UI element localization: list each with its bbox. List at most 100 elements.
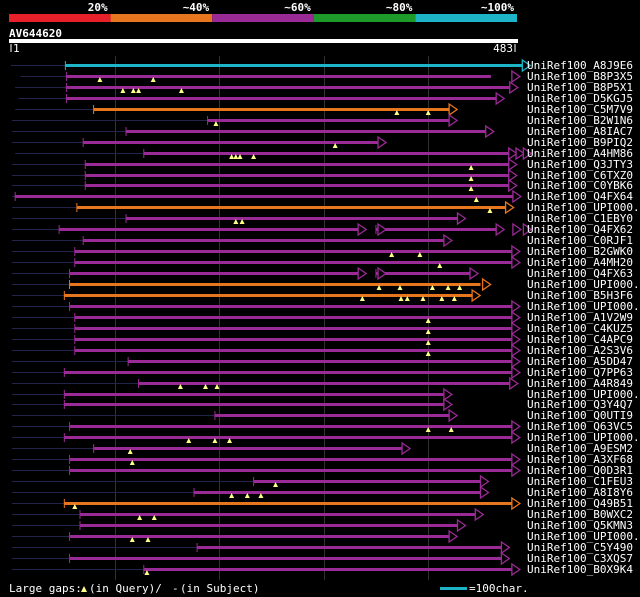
hit-name-label[interactable]: UniRef100_C1EBY0 xyxy=(527,212,633,225)
hit-row[interactable]: UniRef100_A4R849 xyxy=(12,376,633,391)
hit-row[interactable]: UniRef100_Q0UTI9 xyxy=(12,408,633,423)
hit-name-label[interactable]: UniRef100_A5DD47 xyxy=(527,355,633,368)
hit-name-label[interactable]: UniRef100_C4KUZ5 xyxy=(527,322,633,335)
hit-row[interactable]: UniRef100_Q63VC5 xyxy=(12,419,633,434)
hit-row[interactable]: UniRef100_C0RJF1 xyxy=(12,233,633,248)
hit-name-label[interactable]: UniRef100_A3XF68 xyxy=(527,453,633,466)
hit-name-label[interactable]: UniRef100_A8J9E6 xyxy=(527,59,633,72)
hit-row[interactable]: UniRef100_B2GWK0 xyxy=(12,244,633,259)
hit-name-label[interactable]: UniRef100_A1V2W9 xyxy=(527,311,633,324)
hit-name-label[interactable]: UniRef100_UPI000... xyxy=(527,431,640,444)
hit-row[interactable]: UniRef100_A1V2W9 xyxy=(12,310,633,325)
hit-row[interactable]: UniRef100_Q4FX63 xyxy=(12,266,633,281)
hit-name-label[interactable]: UniRef100_Q7PP63 xyxy=(527,366,633,379)
hit-row[interactable]: UniRef100_A8IAC7 xyxy=(12,124,633,139)
hit-row[interactable]: UniRef100_UPI000... xyxy=(12,529,640,544)
hit-row[interactable]: UniRef100_UPI000... xyxy=(12,387,640,402)
hit-row[interactable]: UniRef100_A2S3V6 xyxy=(12,343,633,358)
hit-name-label[interactable]: UniRef100_Q0UTI9 xyxy=(527,409,633,422)
hit-name-label[interactable]: UniRef100_UPI000... xyxy=(527,201,640,214)
hit-name-label[interactable]: UniRef100_B2W1N6 xyxy=(527,114,633,127)
hit-name-label[interactable]: UniRef100_B2GWK0 xyxy=(527,245,633,258)
hit-row[interactable]: UniRef100_A5DD47 xyxy=(12,354,633,369)
hit-name-label[interactable]: UniRef100_A4R849 xyxy=(527,377,633,390)
hit-row[interactable]: UniRef100_C0YBK6 xyxy=(12,178,633,193)
hit-row[interactable]: UniRef100_C1FEU3 xyxy=(12,474,633,489)
hit-name-label[interactable]: UniRef100_C6TXZ0 xyxy=(527,169,633,182)
hit-row[interactable]: UniRef100_B8P5X1 xyxy=(15,80,633,95)
hit-row[interactable]: UniRef100_C5Y490 xyxy=(12,540,633,555)
hit-row[interactable]: UniRef100_Q3JTY3 xyxy=(12,157,633,172)
scale-label-3: ~60% xyxy=(284,1,311,14)
hit-name-label[interactable]: UniRef100_C5Y490 xyxy=(527,541,633,554)
hit-name-label[interactable]: UniRef100_C0RJF1 xyxy=(527,234,633,247)
hit-name-label[interactable]: UniRef100_C0YBK6 xyxy=(527,179,633,192)
hit-name-label[interactable]: UniRef100_B5H3F6 xyxy=(527,289,633,302)
hit-row[interactable]: UniRef100_Q4FX64 xyxy=(12,189,633,204)
hit-row[interactable]: UniRef100_UPI000... xyxy=(12,430,640,445)
hit-row[interactable]: UniRef100_UPI000... xyxy=(12,277,640,292)
hit-name-label[interactable]: UniRef100_Q3Y4Q7 xyxy=(527,398,633,411)
hit-arrow-head xyxy=(511,463,522,478)
hit-name-label[interactable]: UniRef100_C5M7V9 xyxy=(527,103,633,116)
hit-row[interactable]: UniRef100_Q7PP63 xyxy=(12,365,633,380)
hit-name-label[interactable]: UniRef100_UPI000... xyxy=(527,300,640,313)
hit-name-label[interactable]: UniRef100_D5KGJ5 xyxy=(527,92,633,105)
hit-row[interactable]: UniRef100_B0X9K4 xyxy=(12,562,633,577)
hit-row[interactable]: UniRef100_B8P3X5 xyxy=(20,69,633,84)
hit-segment xyxy=(214,414,450,417)
hit-name-label[interactable]: UniRef100_B0WXC2 xyxy=(527,508,633,521)
hit-row[interactable]: UniRef100_C4APC9 xyxy=(12,332,633,347)
hit-row[interactable]: UniRef100_B0WXC2 xyxy=(12,507,633,522)
hit-row[interactable]: UniRef100_A3XF68 xyxy=(12,452,633,467)
hit-name-label[interactable]: UniRef100_A8I8Y6 xyxy=(527,486,633,499)
hit-row[interactable]: UniRef100_A8I8Y6 xyxy=(12,485,633,500)
hit-row[interactable]: UniRef100_C5M7V9 xyxy=(15,102,633,117)
hit-name-label[interactable]: UniRef100_C1FEU3 xyxy=(527,475,633,488)
hit-row[interactable]: UniRef100_A4HM86 xyxy=(15,146,633,161)
hit-name-label[interactable]: UniRef100_C3XQS7 xyxy=(527,552,633,565)
hit-name-label[interactable]: UniRef100_Q0D3R1 xyxy=(527,464,633,477)
hit-row[interactable]: UniRef100_D5KGJ5 xyxy=(18,91,633,106)
hit-row[interactable]: UniRef100_B9PIQ2 xyxy=(12,135,633,150)
hit-row[interactable]: UniRef100_A4MH20 xyxy=(12,255,633,270)
hit-row[interactable]: UniRef100_C1EBY0 xyxy=(12,211,633,226)
hit-row[interactable]: UniRef100_UPI000... xyxy=(12,299,640,314)
hit-arrow-head xyxy=(448,529,459,544)
hit-row[interactable]: UniRef100_Q5KMN3 xyxy=(12,518,633,533)
hit-name-label[interactable]: UniRef100_B8P5X1 xyxy=(527,81,633,94)
query-gap-marker xyxy=(457,285,463,290)
hit-name-label[interactable]: UniRef100_B9PIQ2 xyxy=(527,136,633,149)
hit-name-label[interactable]: UniRef100_A9ESM2 xyxy=(527,442,633,455)
hit-row[interactable]: UniRef100_UPI000... xyxy=(12,200,640,215)
hit-row[interactable]: UniRef100_C6TXZ0 xyxy=(12,168,633,183)
hit-name-label[interactable]: UniRef100_A8IAC7 xyxy=(527,125,633,138)
hit-row[interactable]: UniRef100_Q0D3R1 xyxy=(12,463,633,478)
hit-name-label[interactable]: UniRef100_B0X9K4 xyxy=(527,563,633,576)
hit-name-label[interactable]: UniRef100_Q4FX62 xyxy=(527,223,633,236)
hit-name-label[interactable]: UniRef100_UPI000... xyxy=(527,388,640,401)
hit-name-label[interactable]: UniRef100_Q5KMN3 xyxy=(527,519,633,532)
hit-row[interactable]: UniRef100_Q49B51 xyxy=(12,496,633,511)
hit-name-label[interactable]: UniRef100_UPI000... xyxy=(527,278,640,291)
hit-row[interactable]: UniRef100_Q3Y4Q7 xyxy=(12,397,633,412)
hit-row[interactable]: UniRef100_A9ESM2 xyxy=(12,441,633,456)
hit-row[interactable]: UniRef100_A8J9E6 xyxy=(11,58,633,73)
hit-name-label[interactable]: UniRef100_A4HM86 xyxy=(527,147,633,160)
hit-row[interactable]: UniRef100_Q4FX62 xyxy=(12,222,633,237)
hit-arrow-head xyxy=(511,69,522,84)
hit-name-label[interactable]: UniRef100_A4MH20 xyxy=(527,256,633,269)
hit-name-label[interactable]: UniRef100_Q49B51 xyxy=(527,497,633,510)
hit-name-label[interactable]: UniRef100_B8P3X5 xyxy=(527,70,633,83)
hit-name-label[interactable]: UniRef100_Q4FX63 xyxy=(527,267,633,280)
hit-name-label[interactable]: UniRef100_UPI000... xyxy=(527,530,640,543)
hit-row[interactable]: UniRef100_C4KUZ5 xyxy=(12,321,633,336)
hit-name-label[interactable]: UniRef100_Q4FX64 xyxy=(527,190,633,203)
hit-name-label[interactable]: UniRef100_Q3JTY3 xyxy=(527,158,633,171)
hit-row[interactable]: UniRef100_B2W1N6 xyxy=(12,113,633,128)
hit-name-label[interactable]: UniRef100_Q63VC5 xyxy=(527,420,633,433)
hit-row[interactable]: UniRef100_B5H3F6 xyxy=(12,288,633,303)
hit-row[interactable]: UniRef100_C3XQS7 xyxy=(12,551,633,566)
hit-name-label[interactable]: UniRef100_C4APC9 xyxy=(527,333,633,346)
hit-name-label[interactable]: UniRef100_A2S3V6 xyxy=(527,344,633,357)
